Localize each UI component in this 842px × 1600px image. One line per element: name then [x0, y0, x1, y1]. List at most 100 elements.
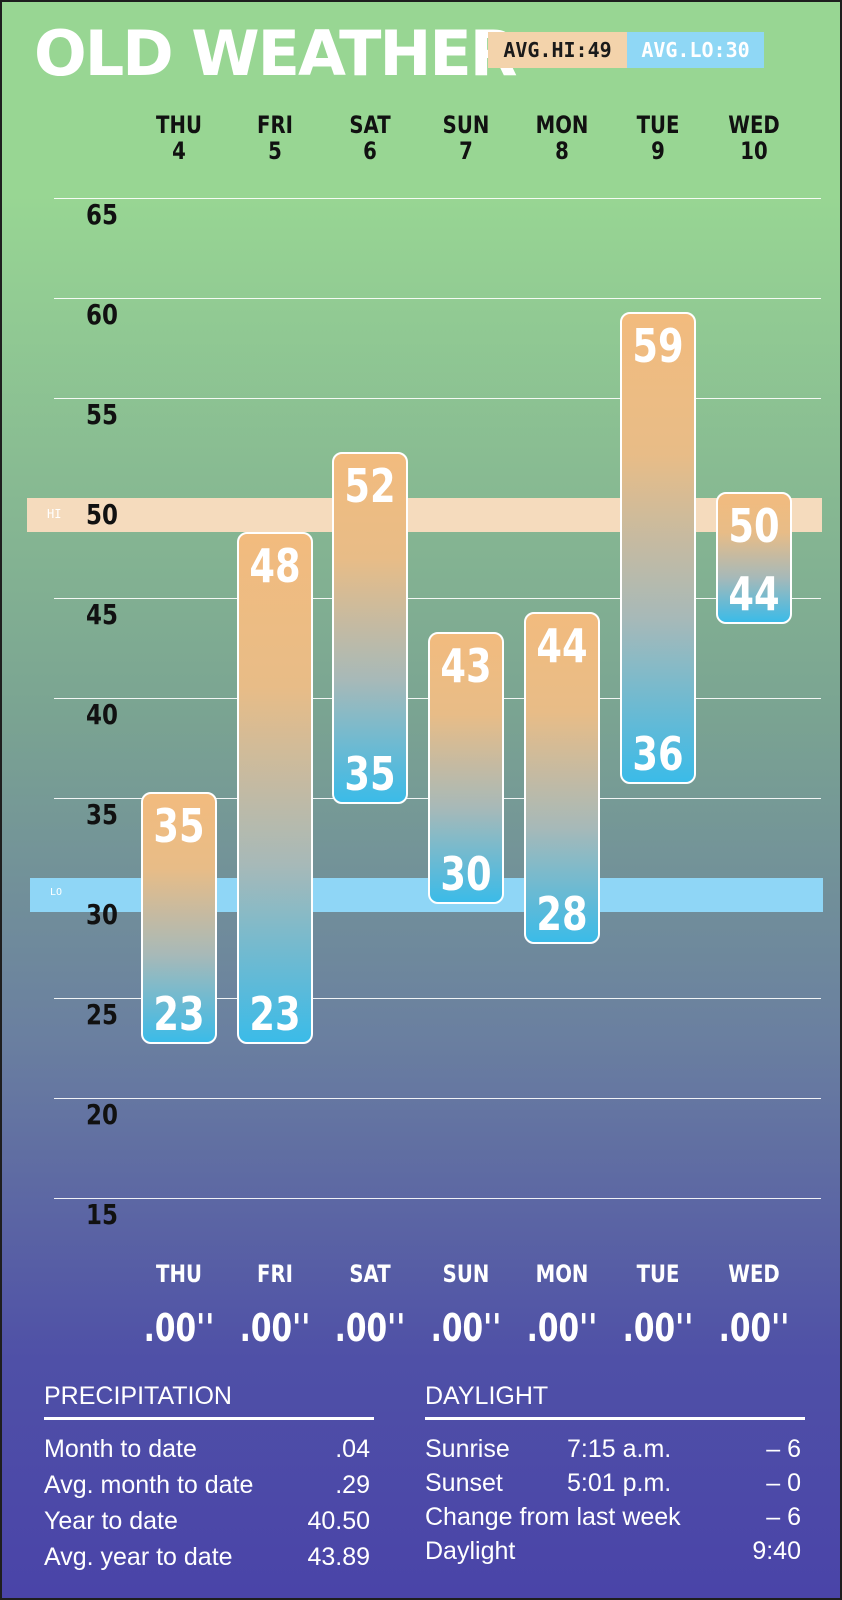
day-number: 5 [268, 137, 282, 165]
y-tick-label: 65 [86, 198, 118, 231]
y-tick-label: 50 [86, 498, 118, 531]
temp-range-bar: 48 23 [237, 532, 313, 1044]
temp-range-bar: 43 30 [428, 632, 504, 904]
page-title: OLD WEATHER [34, 17, 517, 90]
hi-band-label: HI [47, 507, 62, 521]
hi-value-label: 35 [153, 799, 205, 853]
precip-row-label: Avg. year to date [44, 1543, 233, 1571]
precip-row-value: 40.50 [307, 1507, 370, 1535]
day-header: SUN 7 [433, 112, 499, 164]
day-number: 8 [555, 137, 569, 165]
day-number: 7 [459, 137, 473, 165]
day-name: SUN [442, 111, 490, 139]
day-header: MON 8 [529, 112, 595, 164]
lo-value-label: 36 [632, 727, 684, 781]
hi-value-label: 44 [536, 619, 588, 673]
day-name: WED [728, 111, 780, 139]
precip-day-label: TUE [636, 1260, 680, 1288]
day-name: THU [156, 111, 202, 139]
temp-range-bar: 44 28 [524, 612, 600, 944]
daylight-row-change: – 0 [766, 1469, 801, 1497]
daylight-row-change: – 6 [766, 1503, 801, 1531]
precip-day-value: .00'' [334, 1306, 406, 1350]
lo-value-label: 44 [728, 567, 780, 621]
day-number: 4 [172, 137, 186, 165]
precip-row-label: Month to date [44, 1435, 197, 1463]
y-tick-label: 35 [86, 798, 118, 831]
precip-day-label: WED [728, 1260, 780, 1288]
day-header: FRI 5 [242, 112, 308, 164]
precipitation-heading: PRECIPITATION [44, 1382, 232, 1410]
precip-day-value: .00'' [526, 1306, 598, 1350]
gridline [54, 198, 821, 199]
y-tick-label: 55 [86, 398, 118, 431]
precip-row-value: .29 [335, 1471, 370, 1499]
daylight-row-label: Daylight [425, 1537, 516, 1565]
day-name: MON [535, 111, 589, 139]
avg-hi-band: HI [27, 498, 822, 532]
gridline [54, 598, 821, 599]
daylight-row-label: Change from last week [425, 1503, 681, 1531]
precipitation-rule [44, 1417, 374, 1420]
temp-range-bar: 50 44 [716, 492, 792, 624]
day-name: SAT [349, 111, 391, 139]
daylight-row-time: 5:01 p.m. [567, 1469, 672, 1497]
day-header: SAT 6 [337, 112, 403, 164]
day-name: TUE [636, 111, 680, 139]
gridline [54, 398, 821, 399]
hi-value-label: 52 [344, 459, 396, 513]
daylight-rule [425, 1417, 805, 1420]
lo-value-label: 30 [440, 847, 492, 901]
precip-day-value: .00'' [718, 1306, 790, 1350]
lo-value-label: 23 [153, 987, 205, 1041]
precip-day-value: .00'' [622, 1306, 694, 1350]
precip-row-label: Avg. month to date [44, 1471, 254, 1499]
day-header: TUE 9 [625, 112, 691, 164]
temp-range-bar: 35 23 [141, 792, 217, 1044]
precip-day-label: SUN [442, 1260, 490, 1288]
precip-day-label: THU [156, 1260, 202, 1288]
temp-range-bar: 59 36 [620, 312, 696, 784]
y-tick-label: 60 [86, 298, 118, 331]
daylight-row-label: Sunrise [425, 1435, 510, 1463]
day-number: 10 [740, 137, 768, 165]
hi-value-label: 59 [632, 319, 684, 373]
y-tick-label: 45 [86, 598, 118, 631]
lo-value-label: 28 [536, 887, 588, 941]
y-tick-label: 30 [86, 898, 118, 931]
lo-value-label: 35 [344, 747, 396, 801]
day-header: THU 4 [146, 112, 212, 164]
lo-value-label: 23 [249, 987, 301, 1041]
gridline [54, 298, 821, 299]
hi-value-label: 50 [728, 499, 780, 553]
day-name: FRI [257, 111, 293, 139]
daylight-row-label: Sunset [425, 1469, 503, 1497]
y-tick-label: 40 [86, 698, 118, 731]
gridline [54, 998, 821, 999]
hi-value-label: 48 [249, 539, 301, 593]
gridline [54, 1098, 821, 1099]
hi-value-label: 43 [440, 639, 492, 693]
day-header: WED 10 [721, 112, 787, 164]
daylight-row-time: 7:15 a.m. [567, 1435, 672, 1463]
precip-day-label: SAT [349, 1260, 391, 1288]
precip-day-value: .00'' [143, 1306, 215, 1350]
precip-row-value: 43.89 [307, 1543, 370, 1571]
y-tick-label: 25 [86, 998, 118, 1031]
y-tick-label: 20 [86, 1098, 118, 1131]
precip-day-label: FRI [257, 1260, 293, 1288]
daylight-heading: DAYLIGHT [425, 1382, 549, 1410]
temp-range-bar: 52 35 [332, 452, 408, 804]
precip-day-value: .00'' [430, 1306, 502, 1350]
day-number: 6 [363, 137, 377, 165]
gridline [54, 1198, 821, 1199]
precip-day-value: .00'' [239, 1306, 311, 1350]
precip-row-label: Year to date [44, 1507, 178, 1535]
y-tick-label: 15 [86, 1198, 118, 1231]
lo-band-label: LO [50, 887, 63, 898]
daylight-row-change: – 6 [766, 1435, 801, 1463]
avg-hi-badge: AVG.HI:49 [488, 32, 627, 68]
day-number: 9 [651, 137, 665, 165]
daylight-row-change: 9:40 [752, 1537, 801, 1565]
